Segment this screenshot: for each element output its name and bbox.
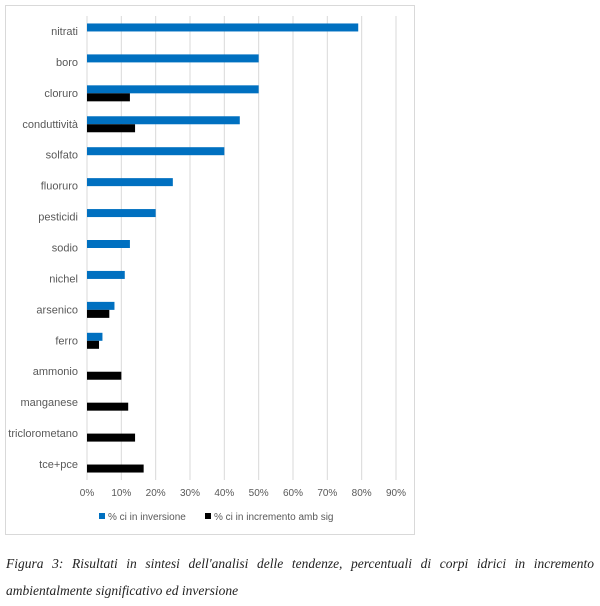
category-label: nichel bbox=[49, 273, 78, 285]
category-label: conduttività bbox=[22, 119, 79, 131]
x-tick-labels: 0% 10% 20% 30% 40% 50% 60% 70% 80% 90% bbox=[80, 488, 406, 499]
category-label: pesticidi bbox=[38, 212, 78, 224]
bar-incremento bbox=[87, 402, 129, 411]
bar-incremento bbox=[87, 340, 100, 349]
category-label: solfato bbox=[46, 150, 78, 162]
category-labels: nitrati boro cloruro conduttività solfato flu… bbox=[8, 26, 79, 471]
category-label: manganese bbox=[21, 397, 79, 409]
x-tick-label: 90% bbox=[386, 488, 406, 499]
x-tick-label: 40% bbox=[214, 488, 234, 499]
category-label: cloruro bbox=[44, 88, 78, 100]
figure-caption: Figura 3: Risultati in sintesi dell'anal… bbox=[6, 556, 594, 598]
chart-frame: nitrati boro cloruro conduttività solfato flu… bbox=[5, 5, 415, 535]
bar-incremento bbox=[87, 371, 122, 380]
bar-inversione bbox=[87, 240, 130, 248]
legend-swatch bbox=[205, 513, 211, 519]
bar-incremento bbox=[87, 93, 130, 102]
bar-inversione bbox=[87, 116, 240, 125]
category-label: ammonio bbox=[33, 366, 78, 378]
bar-inversione bbox=[87, 147, 225, 156]
legend-swatch bbox=[99, 513, 105, 519]
bar-incremento bbox=[87, 124, 136, 133]
category-label: sodio bbox=[52, 243, 78, 255]
x-tick-label: 10% bbox=[111, 488, 131, 499]
x-tick-label: 30% bbox=[180, 488, 200, 499]
category-label: ferro bbox=[55, 335, 78, 347]
bar-inversione bbox=[87, 301, 115, 310]
bar-incremento bbox=[87, 309, 110, 318]
legend: % ci in inversione % ci in incremento amb… bbox=[99, 512, 334, 523]
x-tick-label: 80% bbox=[352, 488, 372, 499]
category-label: nitrati bbox=[51, 26, 78, 38]
bar-inversione bbox=[87, 270, 125, 279]
bar-chart: nitrati boro cloruro conduttività solfato flu… bbox=[8, 16, 406, 523]
bar-inversione bbox=[87, 54, 259, 63]
category-label: triclorometano bbox=[8, 428, 78, 440]
legend-label: % ci in inversione bbox=[108, 512, 186, 523]
x-tick-label: 0% bbox=[80, 488, 95, 499]
x-tick-label: 70% bbox=[317, 488, 337, 499]
category-label: boro bbox=[56, 57, 78, 69]
bar-inversione bbox=[87, 332, 103, 341]
x-tick-label: 20% bbox=[146, 488, 166, 499]
bar-inversione bbox=[87, 178, 173, 187]
category-label: fluoruro bbox=[41, 181, 78, 193]
bar-incremento bbox=[87, 433, 136, 442]
x-tick-label: 60% bbox=[283, 488, 303, 499]
category-label: arsenico bbox=[36, 304, 78, 316]
bar-inversione bbox=[87, 85, 259, 94]
bars bbox=[87, 23, 359, 473]
bar-incremento bbox=[87, 464, 144, 473]
bar-inversione bbox=[87, 23, 359, 32]
legend-label: % ci in incremento amb sig bbox=[214, 512, 334, 523]
category-label: tce+pce bbox=[39, 459, 78, 471]
x-tick-label: 50% bbox=[249, 488, 269, 499]
bar-inversione bbox=[87, 209, 156, 218]
